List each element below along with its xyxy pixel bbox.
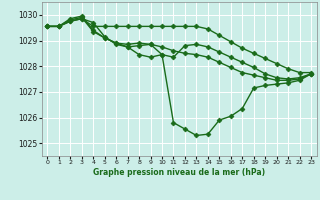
X-axis label: Graphe pression niveau de la mer (hPa): Graphe pression niveau de la mer (hPa) xyxy=(93,168,265,177)
